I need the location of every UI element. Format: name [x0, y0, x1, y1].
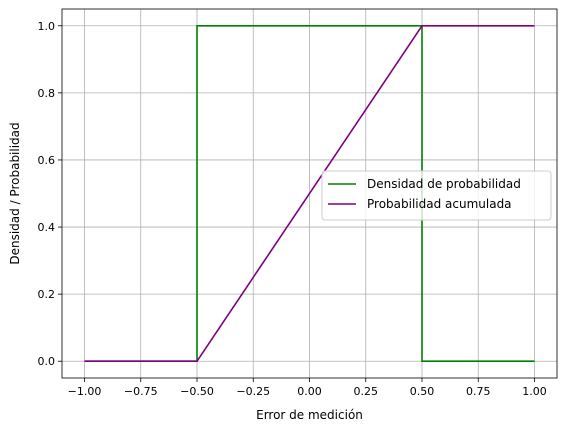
x-tick-label: −0.75 — [124, 385, 158, 398]
x-tick-label: 0.00 — [297, 385, 322, 398]
series-line-2 — [84, 24, 535, 363]
x-tick-label: −0.50 — [180, 385, 214, 398]
y-tick-label: 0.2 — [38, 288, 56, 301]
x-axis-ticks: −1.00 −0.75 −0.50 −0.25 0.00 0.25 0.50 0.75 1.00 — [68, 378, 547, 398]
legend-box — [321, 170, 552, 221]
y-tick-label: 0.4 — [38, 221, 56, 234]
x-tick-label: 1.00 — [522, 385, 547, 398]
x-tick-label: −1.00 — [68, 385, 102, 398]
x-tick-label: 0.25 — [354, 385, 379, 398]
x-tick-label: 0.75 — [466, 385, 491, 398]
y-tick-label: 0.0 — [38, 355, 56, 368]
y-axis-label: Densidad / Probabilidad — [8, 122, 22, 264]
x-tick-label: 0.50 — [410, 385, 435, 398]
y-tick-label: 1.0 — [38, 20, 56, 33]
plot-series — [84, 24, 535, 363]
x-axis-label: Error de medición — [256, 408, 363, 422]
legend-entry: Probabilidad acumulada — [367, 197, 512, 211]
legend: Densidad de probabilidad Probabilidad acu… — [321, 170, 552, 221]
y-axis-ticks: 0.0 0.2 0.4 0.6 0.8 1.0 — [38, 20, 62, 368]
y-tick-label: 0.8 — [38, 87, 56, 100]
x-tick-label: −0.25 — [236, 385, 270, 398]
legend-entry: Densidad de probabilidad — [367, 177, 521, 191]
y-tick-label: 0.6 — [38, 154, 56, 167]
